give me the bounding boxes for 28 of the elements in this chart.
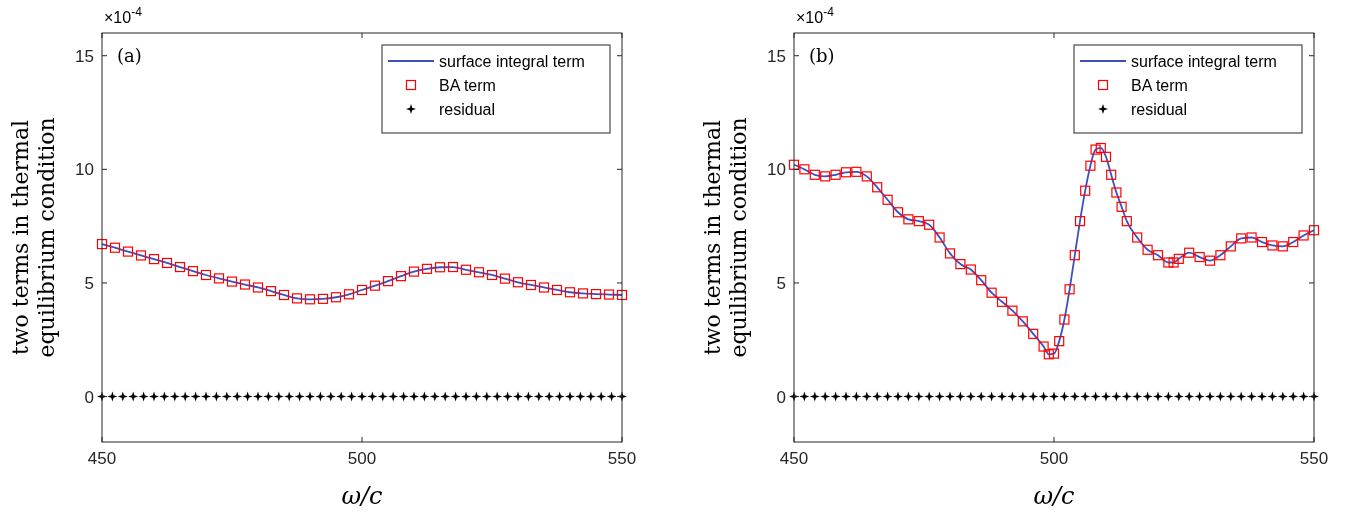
x-tick-label: 450 <box>779 449 809 468</box>
x-tick-label: 500 <box>1039 449 1069 468</box>
annotation: (b) <box>809 45 835 66</box>
annotation: (a) <box>117 45 142 66</box>
legend-label: residual <box>1131 101 1188 118</box>
y-axis-title: two terms in thermal equilibrium condition <box>8 117 59 358</box>
legend-label: BA term <box>1131 77 1188 94</box>
y-tick-label: 5 <box>84 273 94 293</box>
x-tick-label: 550 <box>607 449 637 468</box>
legend-label: surface integral term <box>439 53 585 70</box>
y-tick-label: 10 <box>767 160 786 180</box>
x-tick-label: 450 <box>87 449 117 468</box>
x-axis-title: ω/c <box>1033 482 1075 510</box>
y-tick-label: 0 <box>776 387 786 407</box>
x-tick-label: 550 <box>1299 449 1329 468</box>
y-tick-label: 15 <box>75 46 94 66</box>
y-axis-title: two terms in thermal equilibrium condition <box>700 117 751 358</box>
legend-label: residual <box>439 101 496 118</box>
y-tick-label: 15 <box>767 46 786 66</box>
text: ×10$^{-4}$ <box>104 5 143 26</box>
y-tick-label: 5 <box>776 273 786 293</box>
legend-label: surface integral term <box>1131 53 1277 70</box>
text: ×10$^{-4}$ <box>796 5 835 26</box>
y-tick-label: 10 <box>75 160 94 180</box>
legend-label: BA term <box>439 77 496 94</box>
x-tick-label: 500 <box>347 449 377 468</box>
x-axis-title: ω/c <box>341 482 383 510</box>
y-tick-label: 0 <box>84 387 94 407</box>
